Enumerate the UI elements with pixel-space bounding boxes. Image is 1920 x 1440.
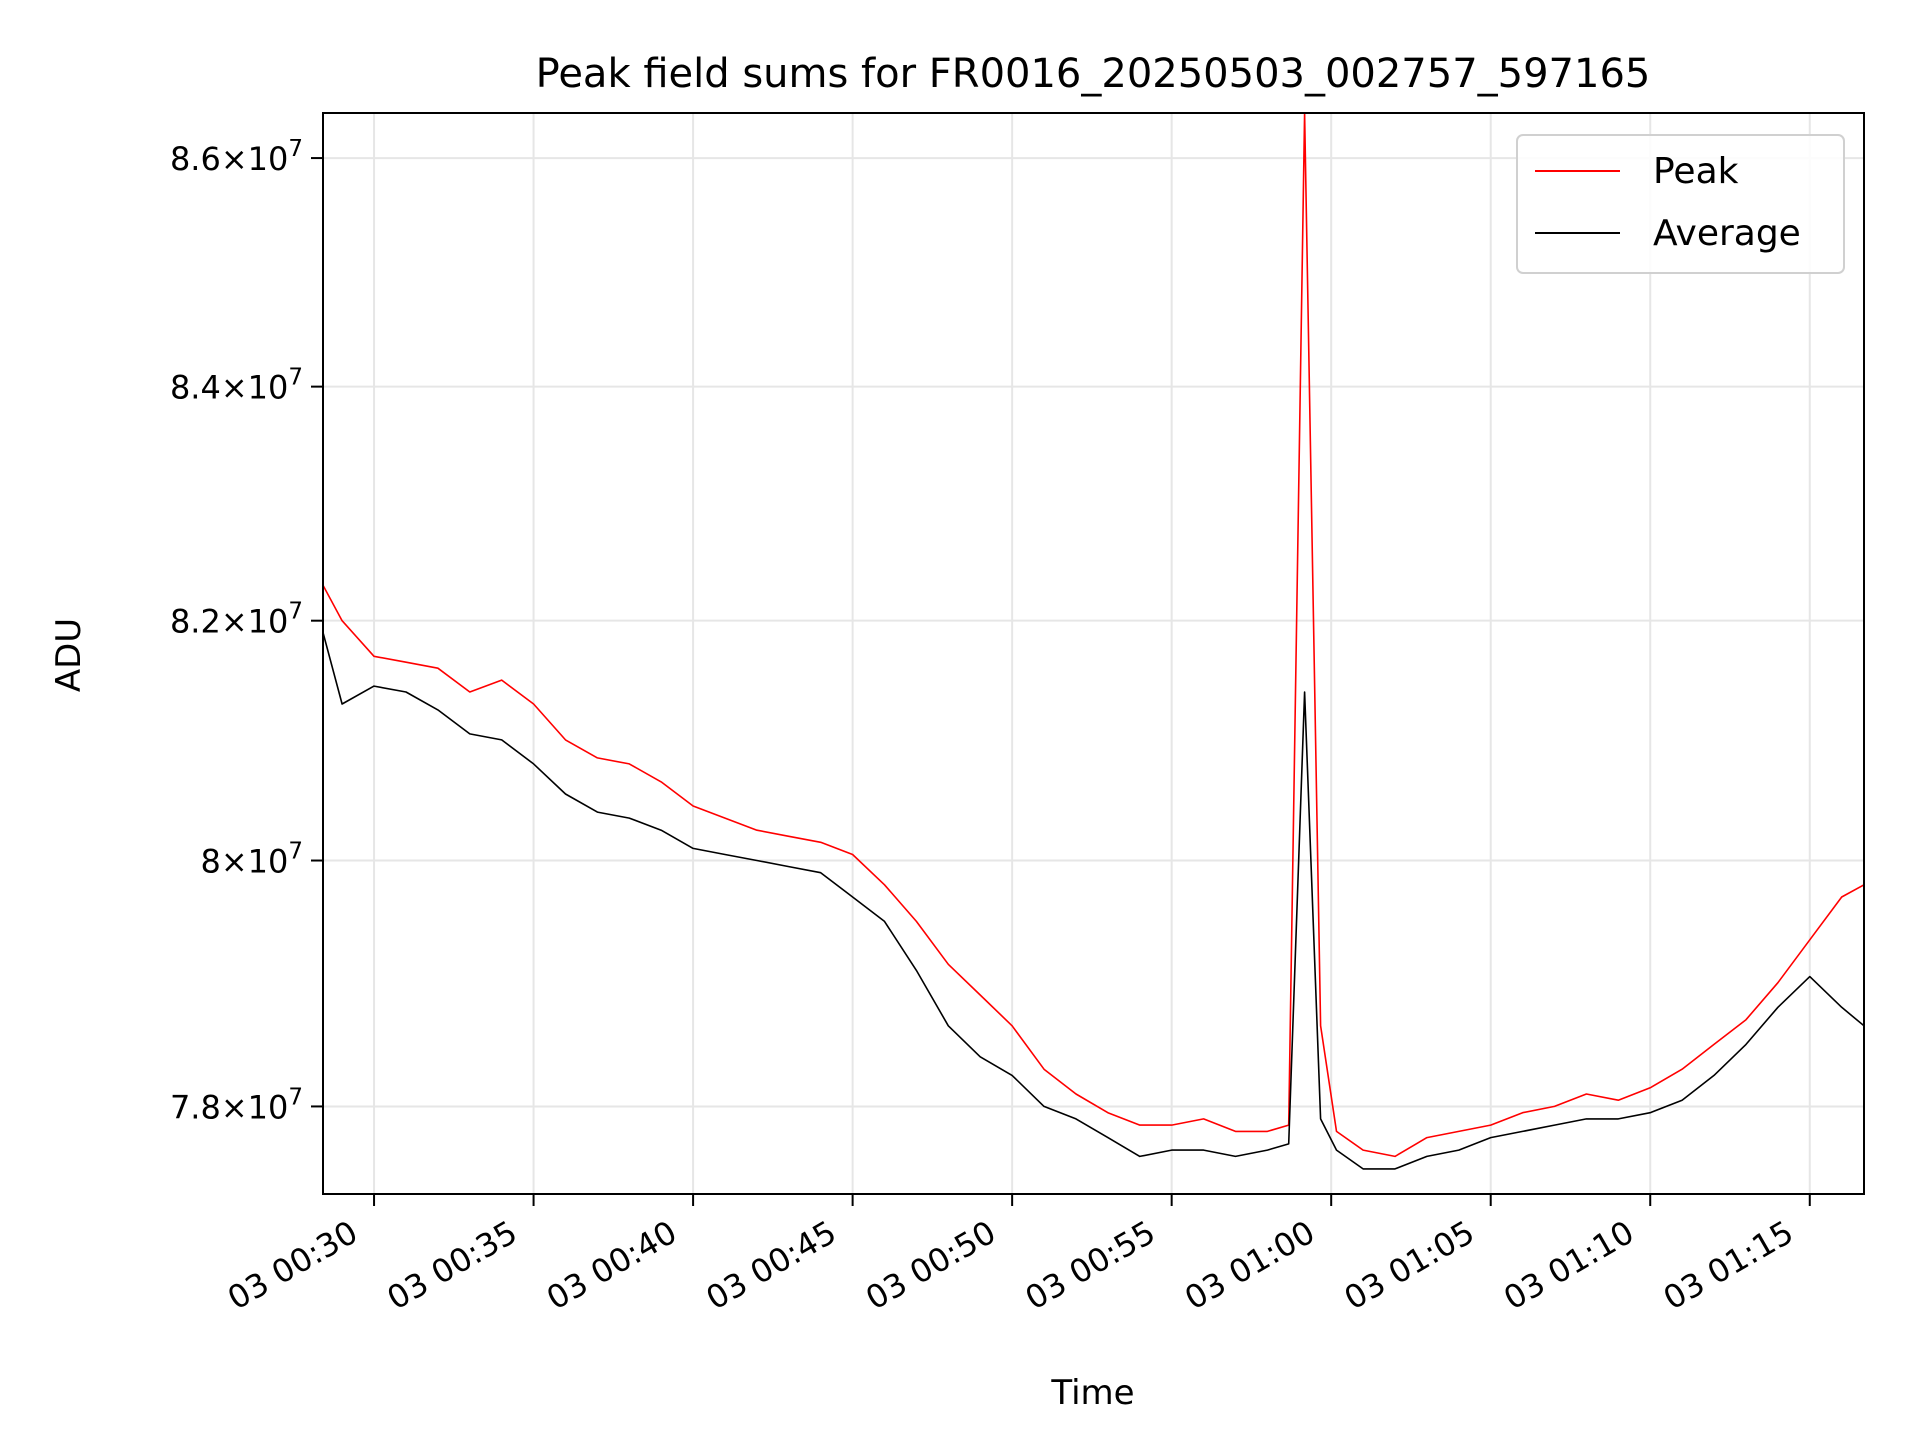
x-axis-label: Time	[1050, 1373, 1134, 1413]
x-tick-label: 03 01:00	[1178, 1213, 1321, 1317]
series-line-average	[323, 632, 1864, 1170]
legend: Peak Average	[1516, 134, 1845, 274]
x-tick-label: 03 00:50	[859, 1213, 1002, 1317]
y-tick-label: 8.2×107	[170, 599, 303, 641]
grid	[323, 113, 1864, 1194]
x-axis: 03 00:30 03 00:35 03 00:40 03 00:45 03 00:50…	[221, 1194, 1811, 1317]
y-axis-label: ADU	[49, 618, 89, 692]
plot-frame	[322, 112, 1865, 1195]
x-tick-label: 03 01:05	[1338, 1213, 1481, 1317]
x-tick-label: 03 01:15	[1657, 1213, 1800, 1317]
x-tick-label: 03 00:40	[540, 1213, 683, 1317]
x-tick-label: 03 00:30	[221, 1213, 364, 1317]
x-tick-label: 03 00:45	[700, 1213, 843, 1317]
legend-box	[1516, 134, 1845, 274]
legend-label-average: Average	[1653, 213, 1801, 254]
series-layer	[323, 113, 1864, 1170]
x-tick-label: 03 01:10	[1497, 1213, 1640, 1317]
series-line-peak	[323, 113, 1864, 1158]
y-tick-label: 7.8×107	[170, 1084, 303, 1126]
x-tick-label: 03 00:55	[1019, 1213, 1162, 1317]
y-tick-label: 8.6×107	[170, 136, 303, 178]
legend-label-peak: Peak	[1653, 151, 1739, 192]
y-tick-label: 8×107	[200, 839, 303, 881]
y-axis: 7.8×107 8×107 8.2×107 8.4×107 8.6×107	[170, 136, 323, 1126]
chart-title: Peak field sums for FR0016_20250503_0027…	[536, 51, 1651, 97]
y-tick-label: 8.4×107	[170, 365, 303, 407]
x-tick-label: 03 00:35	[381, 1213, 524, 1317]
